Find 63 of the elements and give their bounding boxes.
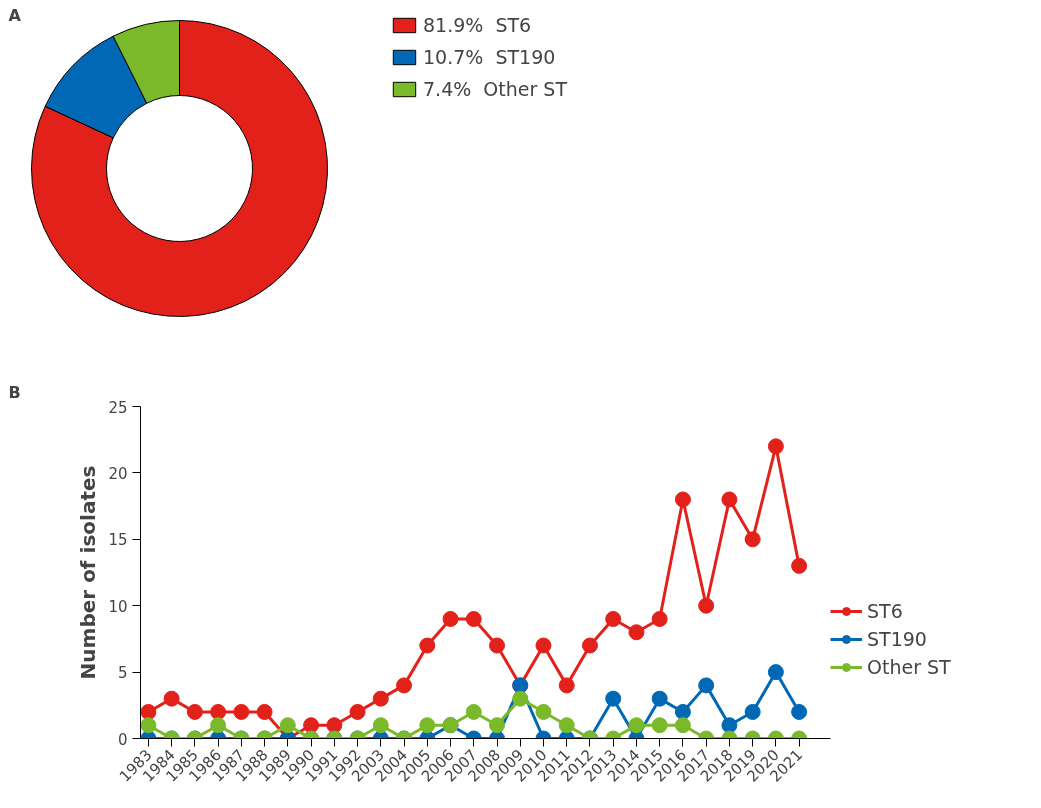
point: [674, 703, 691, 720]
legend-label: ST190: [867, 628, 927, 650]
point: [791, 703, 808, 720]
chart-title: B: [8, 382, 21, 402]
point: [744, 703, 761, 720]
point: [303, 717, 320, 734]
point: [535, 703, 552, 720]
point: [140, 703, 157, 720]
point: [210, 717, 227, 734]
point: [489, 717, 505, 734]
point: [651, 690, 668, 707]
legend-label: 10.7% ST190: [423, 46, 556, 68]
point: [419, 717, 436, 734]
point: [465, 610, 482, 627]
point: [628, 717, 645, 734]
point: [465, 703, 482, 720]
y-tick-label: 25: [108, 398, 128, 417]
point: [442, 610, 459, 627]
point: [628, 624, 645, 641]
y-axis-title: Number of isolates: [76, 465, 101, 680]
point: [326, 717, 343, 734]
y-tick-label: 20: [108, 464, 128, 483]
point: [419, 637, 436, 654]
point: [372, 690, 389, 707]
point: [489, 637, 505, 654]
y-tick-label: 0: [117, 730, 128, 749]
legend-label: 81.9% ST6: [423, 14, 532, 36]
point: [721, 717, 738, 734]
point: [791, 557, 808, 574]
point: [651, 717, 668, 734]
y-tick-label: 10: [108, 597, 128, 616]
point: [349, 703, 366, 720]
point: [744, 531, 761, 548]
y-tick-label: 5: [117, 664, 128, 683]
point: [721, 491, 738, 508]
point: [372, 717, 389, 734]
point: [674, 717, 691, 734]
chart-title: A: [8, 5, 22, 25]
point: [256, 703, 273, 720]
point: [767, 664, 784, 681]
point: [558, 717, 575, 734]
point: [279, 717, 296, 734]
point: [233, 703, 250, 720]
legend-label: 7.4% Other ST: [423, 78, 568, 100]
point: [767, 438, 784, 455]
point: [581, 637, 598, 654]
y-tick-label: 15: [108, 531, 128, 550]
point: [163, 690, 180, 707]
point: [698, 597, 715, 614]
point: [674, 491, 691, 508]
point: [558, 677, 575, 694]
point: [605, 610, 622, 627]
legend-label: Other ST: [867, 656, 951, 678]
legend-label: ST6: [867, 600, 903, 622]
point: [186, 703, 203, 720]
point: [605, 690, 622, 707]
point: [651, 610, 668, 627]
point: [210, 703, 227, 720]
point: [140, 717, 157, 734]
point: [396, 677, 413, 694]
point: [512, 690, 529, 707]
point: [698, 677, 715, 694]
point: [535, 637, 552, 654]
